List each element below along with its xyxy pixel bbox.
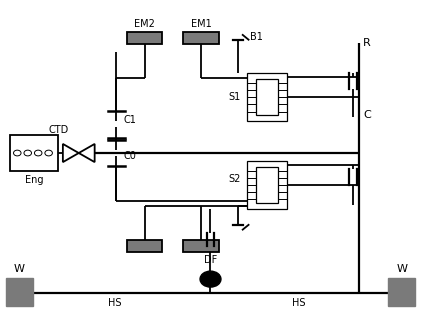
Text: C1: C1 [124,115,137,125]
Bar [256,167,278,203]
Circle shape [24,150,32,156]
Circle shape [13,150,21,156]
Bar [256,79,278,115]
Text: W: W [396,264,408,274]
Polygon shape [79,144,95,162]
Text: HS: HS [107,298,121,308]
Text: EM2: EM2 [134,19,155,29]
Text: B1: B1 [250,32,263,42]
Bar [247,161,287,209]
Text: CTD: CTD [48,125,69,135]
Bar [183,240,219,252]
Circle shape [45,150,52,156]
Text: R: R [363,38,371,48]
Text: HS: HS [292,298,305,308]
Text: S1: S1 [229,92,241,102]
Bar [10,136,58,171]
Bar [127,240,163,252]
Circle shape [200,271,221,287]
Text: S2: S2 [229,174,241,184]
Text: C0: C0 [124,151,137,161]
Text: Eng: Eng [24,175,43,185]
Text: W: W [13,264,25,274]
Bar [5,278,33,306]
Bar [247,73,287,121]
Polygon shape [63,144,79,162]
Text: EM1: EM1 [191,19,211,29]
Bar [127,32,163,44]
Circle shape [35,150,42,156]
Bar [388,278,416,306]
Bar [183,32,219,44]
Text: DF: DF [204,255,217,265]
Text: C: C [363,110,371,120]
